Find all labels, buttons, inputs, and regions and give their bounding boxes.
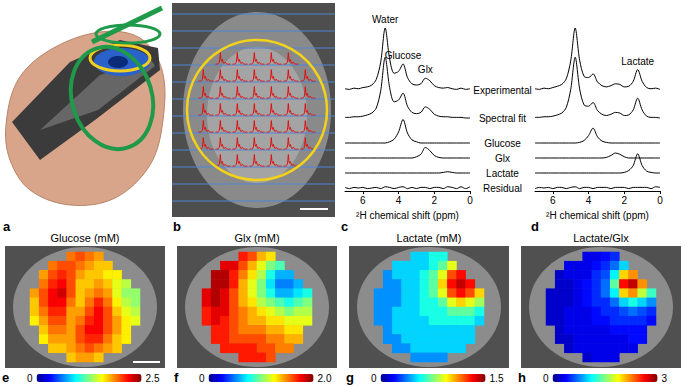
svg-text:0: 0 [27, 373, 33, 384]
svg-text:2.0: 2.0 [318, 373, 332, 384]
svg-text:Residual: Residual [483, 183, 522, 194]
svg-text:0: 0 [657, 195, 663, 206]
svg-text:²H chemical shift (ppm): ²H chemical shift (ppm) [356, 210, 459, 221]
svg-text:Glx: Glx [495, 153, 510, 164]
svg-text:Lactate/Glx: Lactate/Glx [573, 232, 629, 244]
svg-text:Glx: Glx [418, 64, 433, 75]
svg-text:e: e [2, 370, 9, 385]
svg-text:4: 4 [396, 195, 402, 206]
svg-text:d: d [531, 219, 539, 234]
svg-text:1.5: 1.5 [490, 373, 504, 384]
svg-text:f: f [174, 370, 179, 385]
svg-text:2.5: 2.5 [146, 373, 160, 384]
svg-text:0: 0 [467, 195, 473, 206]
svg-text:4: 4 [586, 195, 592, 206]
svg-text:²H chemical shift (ppm): ²H chemical shift (ppm) [546, 210, 649, 221]
svg-text:0: 0 [199, 373, 205, 384]
svg-text:2: 2 [622, 195, 628, 206]
svg-text:g: g [346, 370, 354, 385]
svg-text:c: c [341, 219, 348, 234]
svg-text:6: 6 [360, 195, 366, 206]
svg-text:3: 3 [662, 373, 668, 384]
svg-text:6: 6 [550, 195, 556, 206]
svg-text:2: 2 [432, 195, 438, 206]
svg-text:b: b [173, 219, 181, 234]
svg-text:Glucose (mM): Glucose (mM) [50, 232, 119, 244]
svg-text:Lactate (mM): Lactate (mM) [397, 232, 462, 244]
svg-text:a: a [3, 219, 11, 234]
svg-text:Glx (mM): Glx (mM) [234, 232, 279, 244]
svg-text:Water: Water [372, 14, 399, 25]
svg-text:Lactate: Lactate [486, 168, 519, 179]
svg-text:Experimental: Experimental [473, 85, 531, 96]
svg-text:h: h [518, 370, 526, 385]
svg-text:0: 0 [543, 373, 549, 384]
svg-text:Glucose: Glucose [484, 138, 521, 149]
svg-text:Lactate: Lactate [621, 56, 654, 67]
svg-text:Spectral fit: Spectral fit [479, 113, 526, 124]
svg-text:Glucose: Glucose [385, 50, 422, 61]
svg-text:0: 0 [371, 373, 377, 384]
